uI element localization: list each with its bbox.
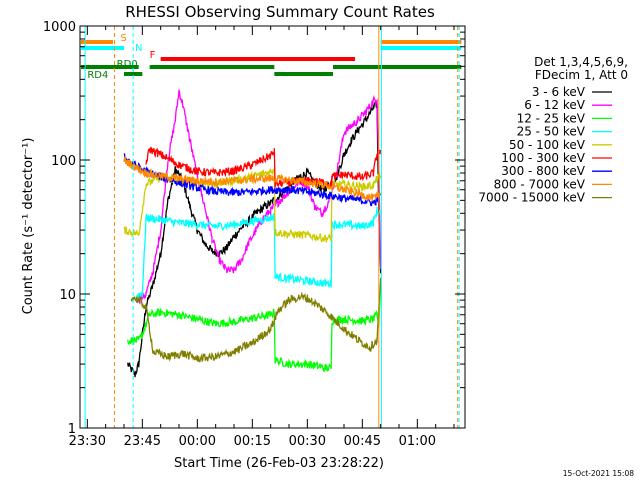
flag-label-s: S [120, 33, 126, 44]
series-line [130, 277, 382, 363]
legend-label: 800 - 7000 keV [494, 177, 586, 191]
series-line [127, 283, 382, 373]
flag-label-f: F [150, 50, 156, 61]
y-tick-label: 100 [51, 154, 76, 169]
timestamp-label: 15-Oct-2021 15:08 [563, 469, 634, 478]
chart-title: RHESSI Observing Summary Count Rates [125, 3, 435, 21]
x-tick-label: 00:15 [234, 434, 271, 449]
legend-label: 6 - 12 keV [524, 98, 586, 112]
x-tick-label: 00:30 [289, 434, 326, 449]
legend-label: 12 - 25 keV [517, 111, 586, 125]
flag-label-rd4: RD4 [87, 70, 108, 81]
x-tick-label: 00:00 [179, 434, 216, 449]
axes: 1 10 100 1000 23:30 23:45 00:00 00:15 00:30 00:45… [43, 20, 465, 449]
vertical-markers [84, 26, 460, 428]
series-line [127, 100, 382, 378]
legend-header-line: FDecim 1, Att 0 [535, 68, 628, 82]
flag-label-rd0: RD0 [117, 59, 138, 70]
legend-label: 7000 - 15000 keV [478, 191, 585, 205]
series-group [123, 89, 382, 378]
y-tick-label: 1000 [43, 20, 76, 35]
series-line [145, 146, 382, 190]
x-axis-label: Start Time (26-Feb-03 23:28:22) [174, 456, 384, 471]
plot-frame [79, 25, 466, 429]
x-tick-label: 00:45 [344, 434, 381, 449]
legend: Det 1,3,4,5,6,9, FDecim 1, Att 0 3 - 6 k… [478, 55, 628, 205]
flag-bars: SNF RD0 RD4 [81, 33, 462, 81]
y-tick-label: 10 [59, 288, 76, 303]
legend-label: 25 - 50 keV [517, 125, 586, 139]
x-tick-label: 23:45 [124, 434, 161, 449]
y-tick-label: 1 [68, 422, 76, 437]
legend-label: 50 - 100 keV [509, 138, 586, 152]
y-axis-label: Count Rate (s⁻¹ detector⁻¹) [21, 138, 36, 315]
series-line [123, 155, 382, 202]
legend-label: 3 - 6 keV [532, 85, 586, 99]
flag-label-n: N [135, 43, 142, 54]
x-tick-label: 01:00 [399, 434, 436, 449]
series-line [134, 206, 382, 302]
legend-label: 100 - 300 keV [501, 151, 585, 165]
legend-header-line: Det 1,3,4,5,6,9, [534, 55, 628, 69]
legend-label: 300 - 800 keV [501, 164, 585, 178]
x-tick-label: 23:30 [69, 434, 106, 449]
